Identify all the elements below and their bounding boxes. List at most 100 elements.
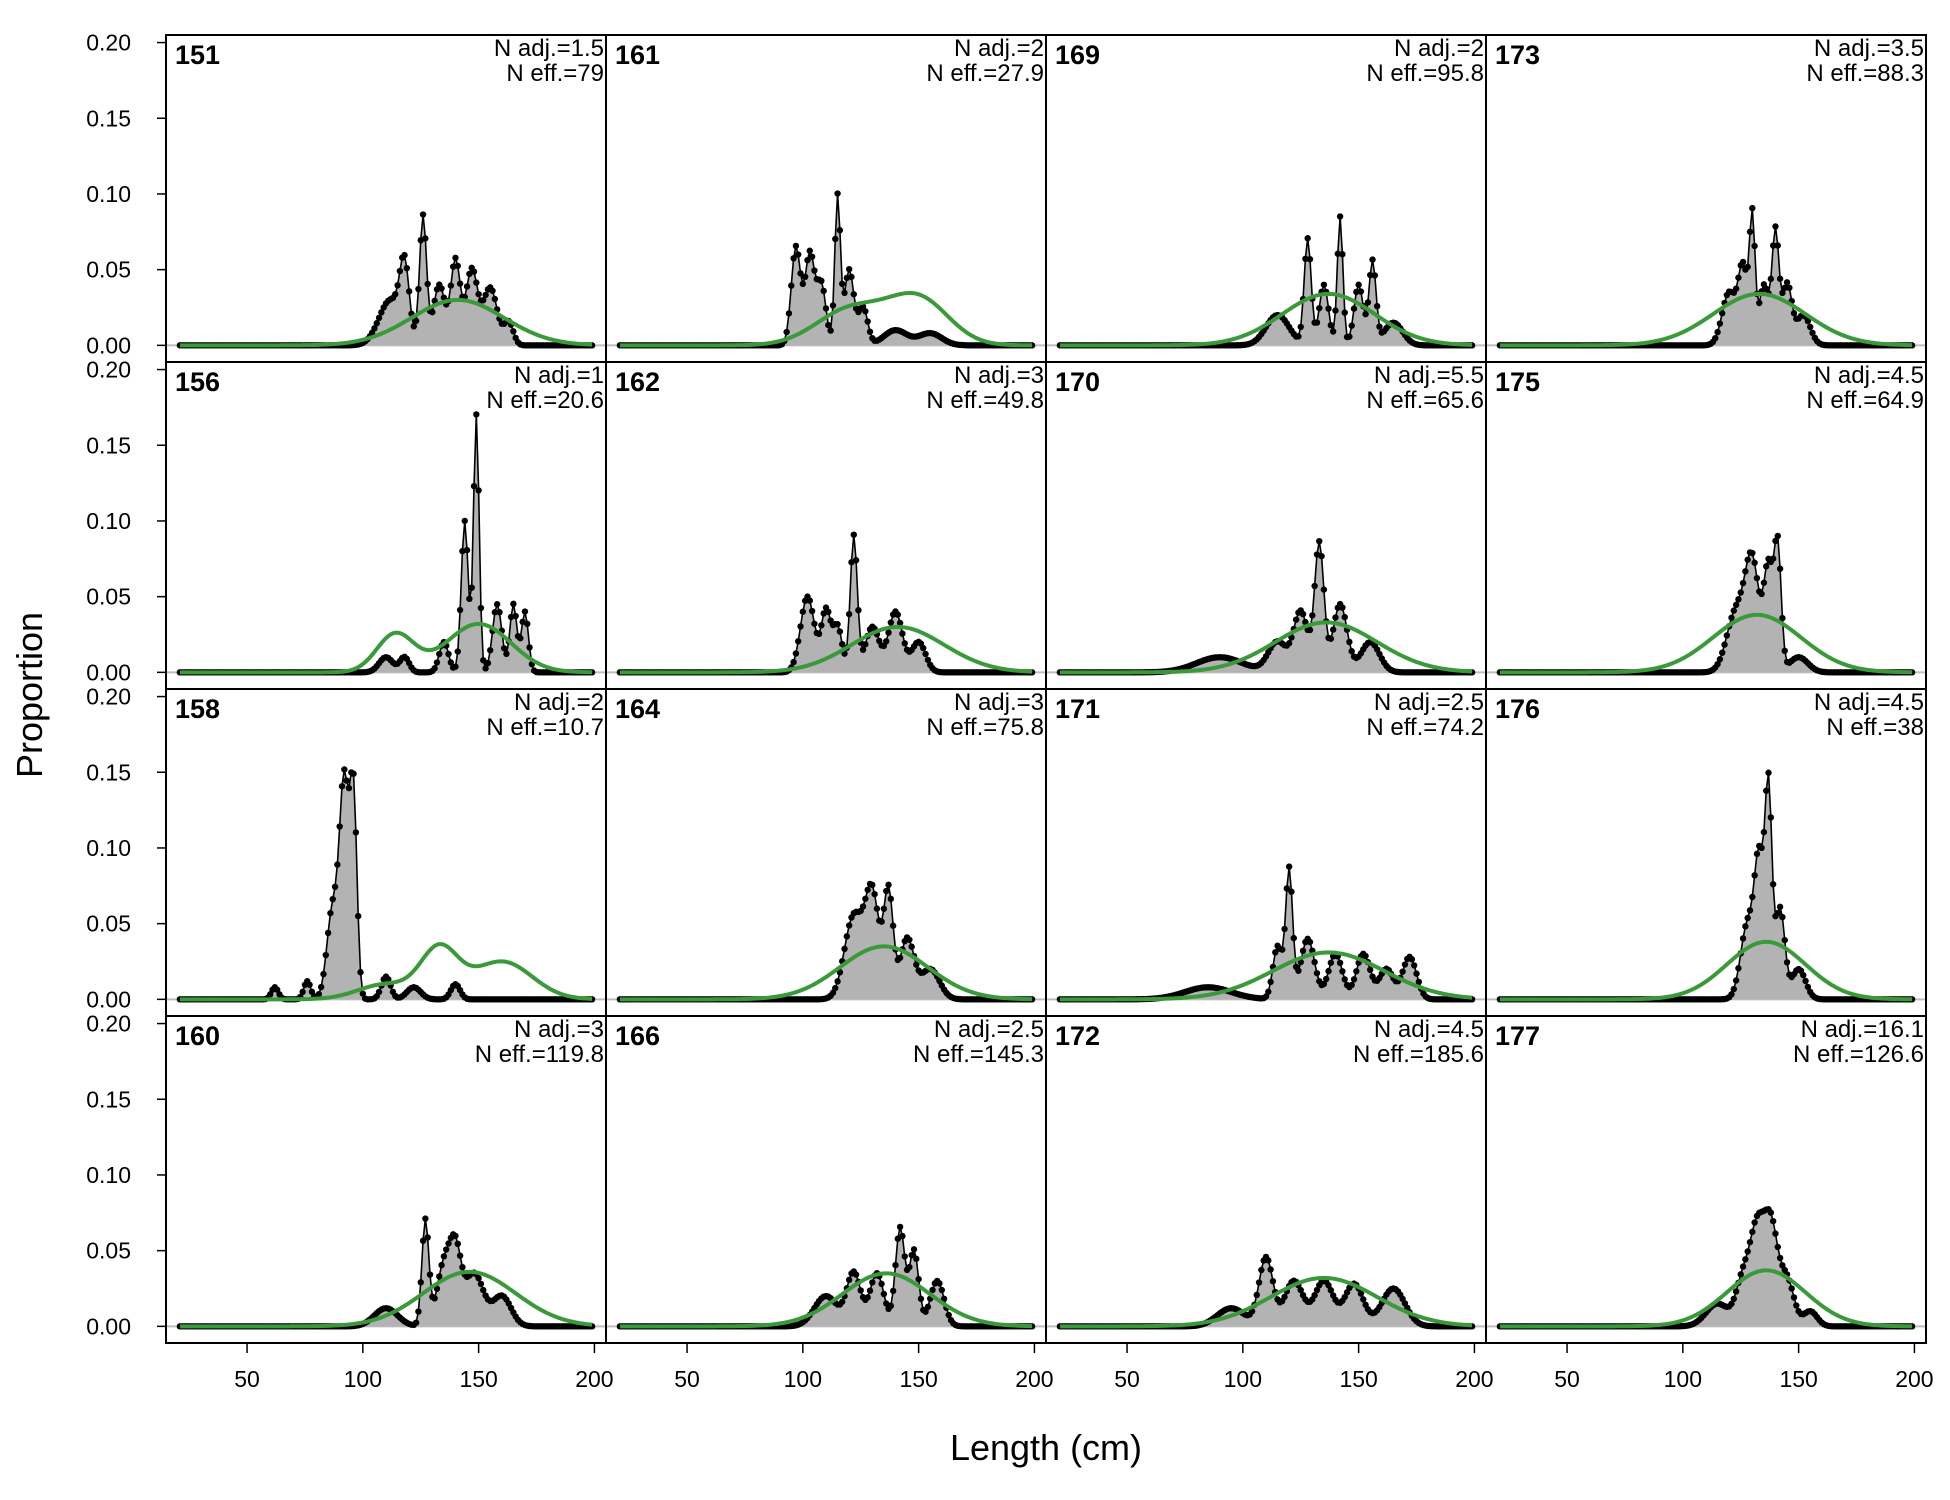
observed-point: [859, 903, 867, 910]
observed-point: [524, 620, 531, 628]
observed-point: [299, 988, 306, 996]
observed-point: [839, 280, 846, 287]
observed-point: [1329, 328, 1337, 335]
observed-point: [329, 896, 336, 903]
observed-point: [1325, 967, 1332, 975]
observed-point: [908, 943, 915, 950]
expected-curve: [1059, 1275, 1473, 1329]
observed-point: [1774, 909, 1781, 917]
expected-curve: [1499, 1268, 1913, 1329]
observed-point: [1339, 604, 1346, 611]
observed-point: [922, 1308, 929, 1315]
observed-point: [797, 623, 804, 630]
observed-point: [1744, 263, 1751, 271]
observed-point: [1749, 549, 1756, 557]
observed-point: [1781, 647, 1788, 655]
observed-point: [1751, 872, 1758, 879]
observed-point: [452, 663, 459, 670]
observed-point: [315, 990, 323, 998]
observed-point: [843, 933, 851, 940]
y-tick-label: 0.15: [86, 432, 131, 458]
observed-point: [1714, 660, 1721, 668]
observed-point: [355, 912, 362, 920]
observed-point: [1737, 1271, 1744, 1278]
observed-point: [433, 1285, 441, 1292]
observed-line: [179, 769, 593, 1001]
observed-point: [385, 976, 392, 983]
observed-point: [1769, 555, 1777, 562]
n-eff-label: N eff.=49.8: [926, 387, 1044, 414]
x-tick-label: 200: [575, 1366, 613, 1392]
observed-point: [352, 829, 360, 836]
n-adj-label: N adj.=1.5: [494, 35, 604, 62]
observed-point: [1737, 589, 1744, 596]
observed-point: [1341, 613, 1348, 621]
observed-point: [1809, 329, 1816, 337]
observed-point: [336, 823, 343, 830]
observed-point: [496, 609, 503, 616]
n-eff-label: N eff.=65.6: [1366, 387, 1484, 414]
observed-point: [1739, 935, 1747, 942]
observed-point: [806, 597, 813, 604]
observed-point: [906, 1263, 913, 1271]
observed-point: [1316, 304, 1323, 312]
observed-point: [1742, 568, 1749, 575]
panel-id-label: 173: [1495, 40, 1540, 70]
observed-point: [452, 254, 459, 262]
observed-point: [892, 1261, 899, 1269]
observed-point: [783, 328, 790, 336]
observed-point: [1320, 586, 1328, 593]
observed-point: [806, 247, 813, 254]
observed-point: [818, 622, 825, 629]
observed-point: [373, 320, 380, 327]
observed-point: [1749, 204, 1756, 212]
observed-point: [1749, 893, 1756, 901]
observed-point: [338, 783, 346, 790]
observed-point: [510, 328, 517, 335]
y-tick-label: 0.10: [86, 835, 131, 861]
expected-curve: [1499, 939, 1913, 1002]
observed-point: [913, 961, 920, 968]
observed-point: [1779, 289, 1786, 297]
observed-point: [327, 909, 334, 917]
panel-id-label: 170: [1055, 367, 1100, 397]
observed-point: [936, 1280, 943, 1287]
x-tick-label: 200: [1455, 1366, 1493, 1392]
observed-point: [834, 621, 841, 628]
observed-point: [1329, 626, 1337, 633]
expected-curve: [1059, 950, 1473, 1002]
observed-point: [429, 308, 436, 316]
observed-area: [179, 414, 593, 673]
observed-point: [475, 290, 482, 298]
observed-point: [1281, 925, 1288, 933]
observed-point: [324, 929, 332, 937]
observed-point: [1255, 1279, 1263, 1286]
observed-point: [920, 644, 927, 652]
observed-point: [1367, 966, 1374, 974]
n-eff-label: N eff.=145.3: [913, 1041, 1044, 1068]
observed-point: [371, 325, 378, 332]
observed-point: [470, 482, 478, 490]
observed-point: [873, 905, 881, 912]
observed-point: [473, 279, 480, 286]
observed-point: [1735, 596, 1742, 603]
observed-point: [447, 659, 455, 666]
observed-point: [1763, 787, 1770, 794]
observed-point: [317, 983, 325, 991]
panel-162: 162 N adj.=3N eff.=49.8: [605, 361, 1047, 690]
observed-point: [845, 610, 853, 618]
observed-point: [424, 1234, 431, 1241]
observed-point: [1332, 614, 1339, 621]
observed-point: [1272, 949, 1279, 956]
observed-point: [1716, 320, 1724, 327]
observed-point: [343, 777, 350, 784]
observed-point: [1313, 1286, 1321, 1294]
panel-169: 169 N adj.=2N eff.=95.8: [1045, 34, 1487, 363]
observed-point: [1721, 641, 1728, 648]
n-adj-label: N adj.=2: [1394, 35, 1484, 62]
y-tick-label: 0.10: [86, 181, 131, 207]
observed-point: [1371, 272, 1379, 279]
n-adj-label: N adj.=3: [954, 362, 1044, 389]
observed-point: [1348, 322, 1355, 329]
observed-point: [1415, 978, 1423, 986]
